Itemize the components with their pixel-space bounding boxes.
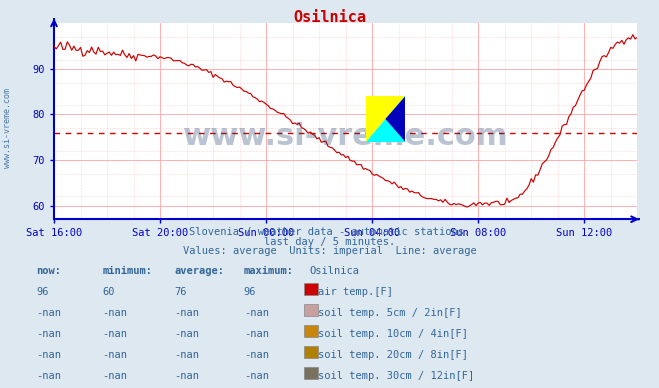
- Text: www.si-vreme.com: www.si-vreme.com: [3, 88, 13, 168]
- Text: soil temp. 5cm / 2in[F]: soil temp. 5cm / 2in[F]: [318, 308, 461, 318]
- Text: Values: average  Units: imperial  Line: average: Values: average Units: imperial Line: av…: [183, 246, 476, 256]
- Text: -nan: -nan: [244, 329, 269, 339]
- Polygon shape: [386, 96, 405, 142]
- Text: -nan: -nan: [175, 308, 200, 318]
- Text: -nan: -nan: [175, 371, 200, 381]
- Text: soil temp. 30cm / 12in[F]: soil temp. 30cm / 12in[F]: [318, 371, 474, 381]
- Polygon shape: [366, 96, 405, 142]
- Text: -nan: -nan: [102, 371, 127, 381]
- Text: now:: now:: [36, 266, 61, 276]
- Text: air temp.[F]: air temp.[F]: [318, 287, 393, 297]
- Text: minimum:: minimum:: [102, 266, 152, 276]
- Text: soil temp. 20cm / 8in[F]: soil temp. 20cm / 8in[F]: [318, 350, 468, 360]
- Text: -nan: -nan: [175, 329, 200, 339]
- Text: Osilnica: Osilnica: [293, 10, 366, 25]
- Text: 96: 96: [36, 287, 49, 297]
- Text: soil temp. 10cm / 4in[F]: soil temp. 10cm / 4in[F]: [318, 329, 468, 339]
- Text: 96: 96: [244, 287, 256, 297]
- Text: maximum:: maximum:: [244, 266, 294, 276]
- Text: Osilnica: Osilnica: [310, 266, 360, 276]
- Text: -nan: -nan: [102, 308, 127, 318]
- Text: -nan: -nan: [102, 350, 127, 360]
- Text: -nan: -nan: [36, 308, 61, 318]
- Text: -nan: -nan: [244, 371, 269, 381]
- Text: Slovenia / weather data - automatic stations.: Slovenia / weather data - automatic stat…: [189, 227, 470, 237]
- Text: -nan: -nan: [36, 350, 61, 360]
- Text: -nan: -nan: [175, 350, 200, 360]
- Text: -nan: -nan: [36, 371, 61, 381]
- Text: last day / 5 minutes.: last day / 5 minutes.: [264, 237, 395, 247]
- Polygon shape: [366, 96, 405, 142]
- Text: -nan: -nan: [102, 329, 127, 339]
- Text: www.si-vreme.com: www.si-vreme.com: [183, 123, 508, 151]
- Text: -nan: -nan: [244, 350, 269, 360]
- Text: 76: 76: [175, 287, 187, 297]
- Text: -nan: -nan: [36, 329, 61, 339]
- Text: -nan: -nan: [244, 308, 269, 318]
- Text: average:: average:: [175, 266, 225, 276]
- Text: 60: 60: [102, 287, 115, 297]
